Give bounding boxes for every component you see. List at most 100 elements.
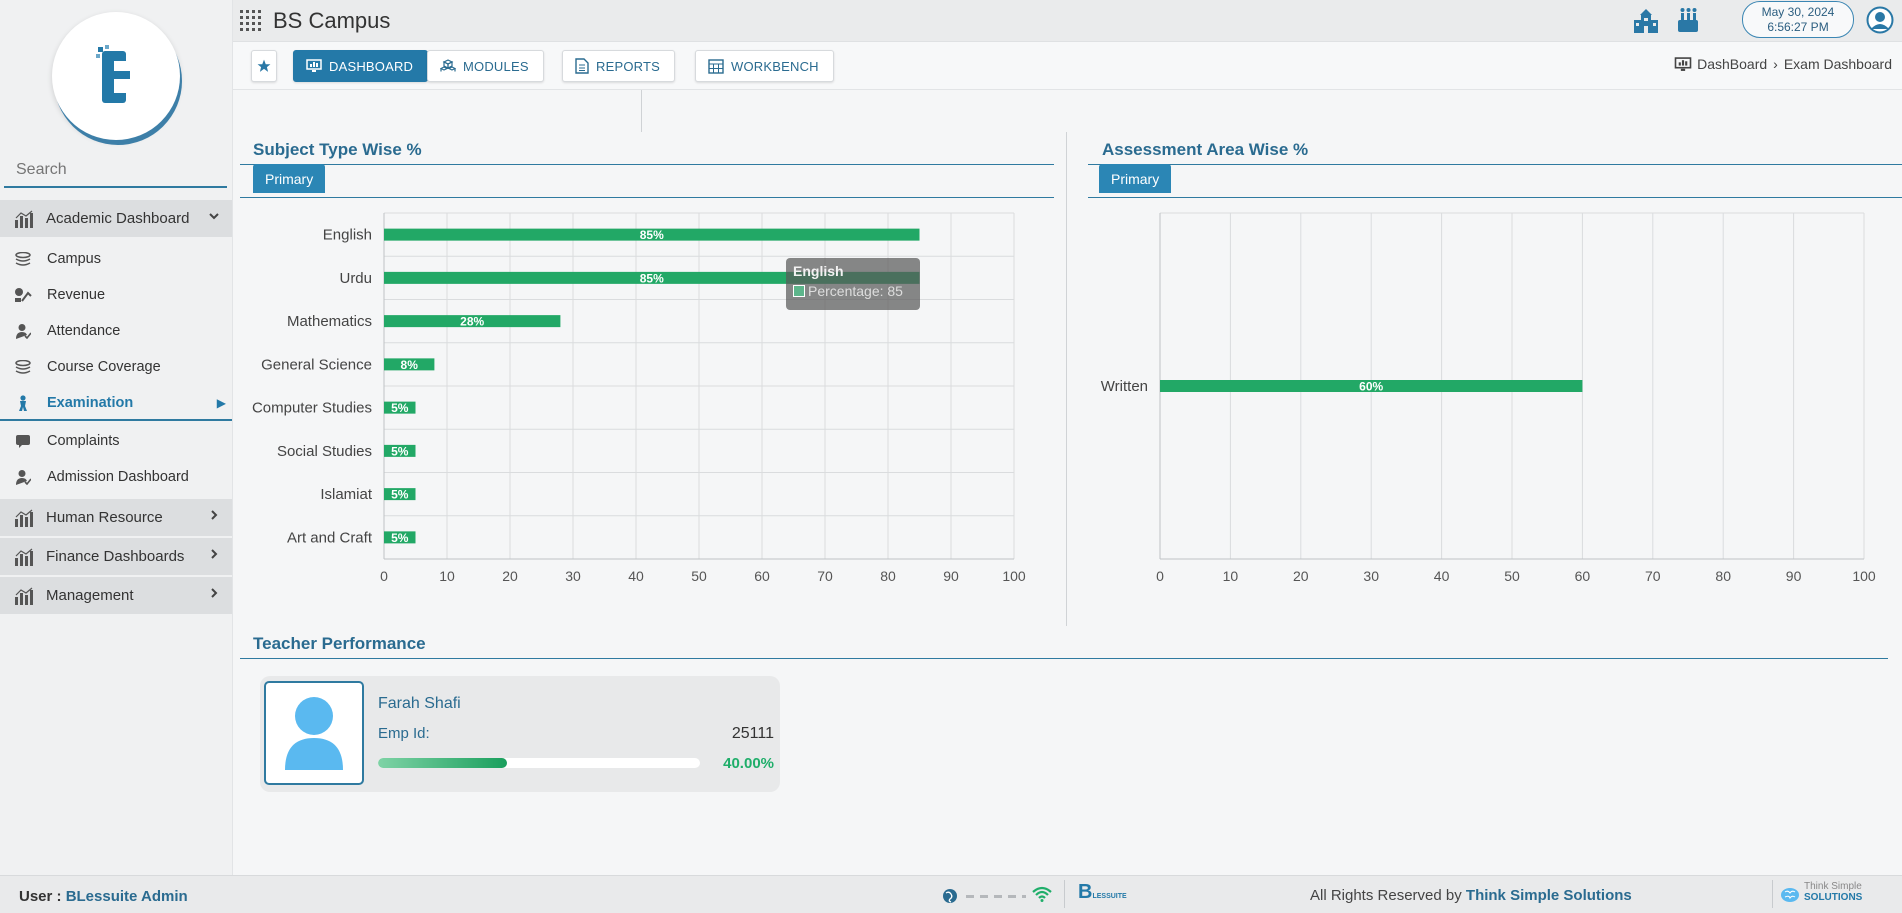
sidebar-group-finance-dashboards[interactable]: Finance Dashboards <box>0 538 232 575</box>
bar[interactable] <box>384 401 416 414</box>
category-label: General Science <box>261 356 372 373</box>
sidebar-search[interactable] <box>4 154 227 188</box>
user-check-icon <box>14 469 32 485</box>
reports-nav-button[interactable]: REPORTS <box>562 50 676 82</box>
x-tick-label: 20 <box>502 568 518 584</box>
search-input[interactable] <box>16 161 223 179</box>
think-simple-brand: Think Simple SOLUTIONS <box>1804 881 1862 903</box>
footer-logo-text: LESSUITE <box>1092 893 1127 900</box>
workbench-nav-button[interactable]: WORKBENCH <box>695 50 834 82</box>
sidebar-item-attendance[interactable]: Attendance <box>0 314 232 348</box>
sidebar-item-course-coverage[interactable]: Course Coverage <box>0 350 232 384</box>
tooltip-label: Percentage: 85 <box>808 283 903 299</box>
divider <box>1772 880 1773 908</box>
category-label: Mathematics <box>287 313 372 330</box>
company-name[interactable]: Think Simple Solutions <box>1465 887 1632 904</box>
app-logo[interactable] <box>52 12 180 140</box>
date-time-display: May 30, 2024 6:56:27 PM <box>1742 1 1854 38</box>
sidebar-item-label: Admission Dashboard <box>47 469 189 485</box>
bar[interactable] <box>384 315 561 328</box>
nav-button-label: REPORTS <box>596 58 661 74</box>
x-tick-label: 90 <box>943 568 959 584</box>
nav-button-label: DASHBOARD <box>329 58 414 74</box>
bar-value-label: 85% <box>640 271 664 285</box>
bar-value-label: 8% <box>401 358 419 372</box>
x-tick-label: 40 <box>628 568 644 584</box>
teacher-performance-title: Teacher Performance <box>253 634 426 653</box>
sidebar-item-revenue[interactable]: Revenue <box>0 278 232 312</box>
sidebar-item-label: Examination <box>47 395 134 411</box>
x-tick-label: 60 <box>754 568 770 584</box>
tooltip-title: English <box>793 263 844 279</box>
sidebar-group-human-resource[interactable]: Human Resource <box>0 499 232 536</box>
breadcrumb-item-dashboard[interactable]: DashBoard <box>1697 56 1768 72</box>
x-tick-label: 10 <box>439 568 455 584</box>
category-label: English <box>323 227 372 244</box>
footer-user-prefix: User : <box>19 888 66 905</box>
chevron-right-icon[interactable] <box>208 547 220 563</box>
chevron-right-icon[interactable] <box>208 508 220 524</box>
x-tick-label: 80 <box>880 568 896 584</box>
x-tick-label: 0 <box>380 568 388 584</box>
chart-tooltip: English Percentage: 85 <box>786 258 920 310</box>
breadcrumb-separator: › <box>1773 56 1778 72</box>
bar-value-label: 85% <box>640 228 664 242</box>
nav-button-label: MODULES <box>463 58 529 74</box>
sidebar-item-label: Campus <box>47 251 101 267</box>
modules-nav-button[interactable]: MODULES <box>427 50 544 82</box>
chevron-right-icon[interactable]: ▶ <box>216 396 226 410</box>
emp-id-label: Emp Id: <box>378 725 430 742</box>
bar[interactable] <box>384 444 416 457</box>
student-icon <box>14 395 32 411</box>
footer-user: User : BLessuite Admin <box>19 888 188 905</box>
bar[interactable] <box>1160 380 1583 392</box>
dashboard-monitor-icon <box>306 59 322 72</box>
top-bar: BS Campus May 30, 2024 6:56:27 PM <box>233 0 1902 42</box>
x-tick-label: 10 <box>1223 568 1239 584</box>
performance-percent: 40.00% <box>723 755 774 772</box>
teacher-name: Farah Shafi <box>378 695 461 712</box>
favorites-button[interactable] <box>251 50 277 82</box>
revenue-icon <box>14 287 32 303</box>
breadcrumb: DashBoard › Exam Dashboard <box>1674 56 1892 72</box>
dashboard-nav-button[interactable]: DASHBOARD <box>293 50 429 82</box>
teacher-card[interactable]: Farah Shafi Emp Id: 25111 40.00% <box>260 676 780 792</box>
bar[interactable] <box>384 488 416 501</box>
emp-id-value: 25111 <box>731 725 774 742</box>
user-profile-icon[interactable] <box>1866 6 1894 34</box>
bar-chart-icon <box>15 509 33 527</box>
sidebar-group-label: Academic Dashboard <box>46 210 190 227</box>
assessment-wise-bar-chart: 0 10 20 30 40 50 60 70 80 90 100 Written 60% <box>1101 212 1876 584</box>
chevron-right-icon[interactable] <box>208 586 220 602</box>
sidebar-item-complaints[interactable]: Complaints <box>0 424 232 458</box>
x-tick-label: 70 <box>817 568 833 584</box>
tooltip-swatch <box>793 285 805 297</box>
brand-top: Think Simple <box>1804 881 1862 892</box>
footer: User : BLessuite Admin B LESSUITE All Rig… <box>0 875 1902 913</box>
sidebar-group-academic-dashboard[interactable]: Academic Dashboard <box>0 200 232 237</box>
bar[interactable] <box>384 271 920 284</box>
school-building-icon[interactable] <box>1633 9 1659 33</box>
x-tick-label: 100 <box>1852 568 1876 584</box>
sidebar-item-admission-dashboard[interactable]: Admission Dashboard <box>0 460 232 494</box>
divider <box>1088 197 1902 198</box>
sidebar-item-label: Complaints <box>47 433 120 449</box>
assessment-primary-tab[interactable]: Primary <box>1099 164 1172 193</box>
bar[interactable] <box>384 228 920 241</box>
app-grid-icon[interactable] <box>239 9 263 33</box>
sidebar-group-management[interactable]: Management <box>0 577 232 614</box>
x-tick-label: 100 <box>1002 568 1026 584</box>
bar[interactable] <box>384 531 416 544</box>
assessment-panel-title: Assessment Area Wise % <box>1102 140 1309 159</box>
bar[interactable] <box>384 358 435 371</box>
divider <box>240 164 1054 165</box>
sidebar-item-campus[interactable]: Campus <box>0 242 232 276</box>
birthday-cake-icon[interactable] <box>1676 7 1700 33</box>
subject-primary-tab[interactable]: Primary <box>253 164 326 193</box>
sidebar-item-examination[interactable]: Examination ▶ <box>0 387 232 421</box>
sidebar-item-label: Course Coverage <box>47 359 161 375</box>
sidebar-item-label: Attendance <box>47 323 121 339</box>
x-tick-label: 90 <box>1786 568 1802 584</box>
sidebar-item-label: Revenue <box>47 287 106 303</box>
chevron-down-icon[interactable] <box>208 209 220 225</box>
